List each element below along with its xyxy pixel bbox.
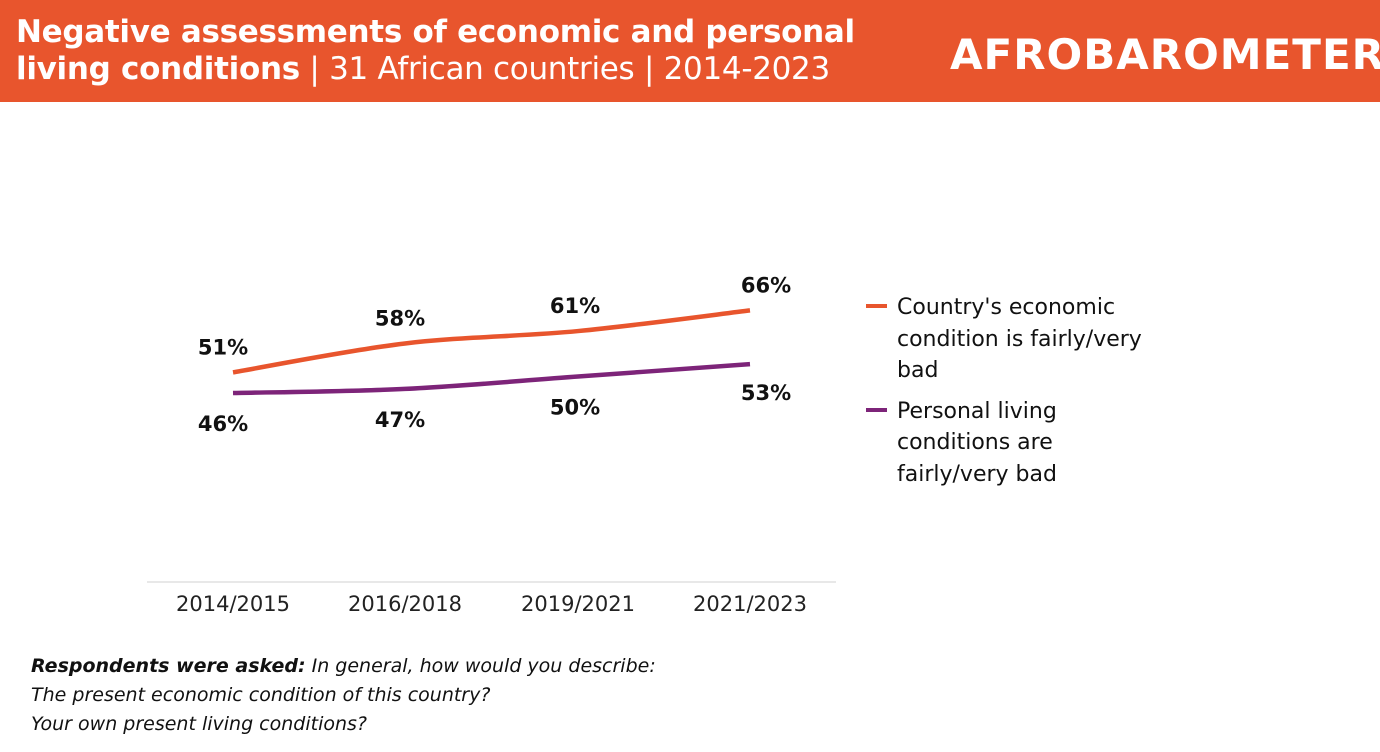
legend-label: Personal living conditions are fairly/ve… [897,398,1057,487]
data-label: 53% [741,381,791,405]
data-label: 46% [198,412,248,436]
data-label: 66% [741,273,791,297]
series-line-1 [232,361,751,396]
x-tick-label: 2016/2018 [348,592,462,616]
header-banner: Negative assessments of economic and per… [0,0,1380,102]
x-tick-label: 2021/2023 [693,592,807,616]
note-line: The present economic condition of this c… [31,684,491,706]
x-tick-label: 2014/2015 [176,592,290,616]
legend-swatch [866,407,887,412]
x-tick-label: 2019/2021 [521,592,635,616]
legend-swatch [866,304,887,308]
chart-title: Negative assessments of economic and per… [16,14,916,88]
data-label: 58% [375,306,425,330]
title-bold: Negative assessments of economic and per… [16,14,855,87]
afrobarometer-logo: AFROBAROMETER [950,30,1380,79]
data-label: 47% [375,408,425,432]
data-label: 51% [198,335,248,359]
data-label: 50% [550,396,600,420]
title-subtitle: | 31 African countries | 2014-2023 [299,51,830,87]
note-line: Your own present living conditions? [31,713,368,735]
data-label: 61% [550,294,600,318]
legend-item-economic: Country's economic condition is fairly/v… [866,292,1166,387]
note-line: In general, how would you describe: [305,655,656,677]
legend: Country's economic condition is fairly/v… [866,292,1166,499]
survey-question-note: Respondents were asked: In general, how … [31,652,656,739]
note-lead: Respondents were asked: [31,655,306,677]
legend-item-personal: Personal living conditions are fairly/ve… [866,396,1166,491]
series-line-0 [232,308,751,375]
legend-label: Country's economic condition is fairly/v… [897,295,1142,383]
